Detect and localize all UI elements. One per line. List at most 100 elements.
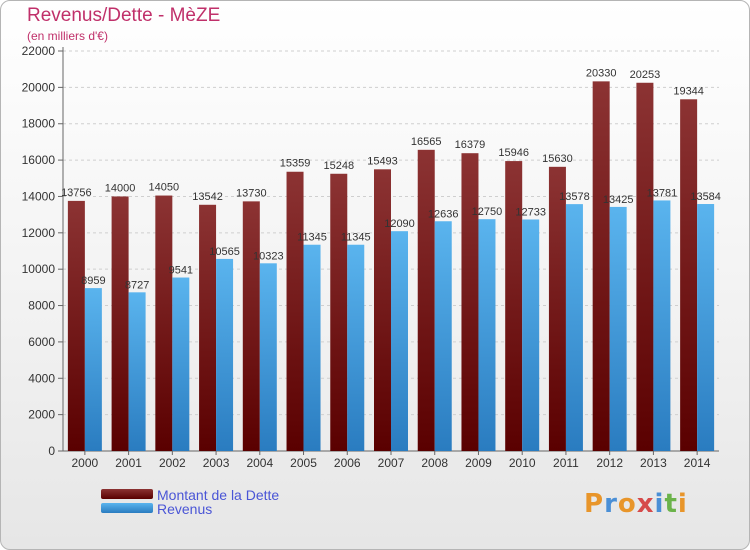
data-label-revenus: 8959 (81, 275, 105, 287)
legend-label-debt: Montant de la Dette (157, 487, 280, 503)
data-label-revenus: 9541 (169, 265, 193, 277)
proxiti-logo: Proxiti (584, 489, 688, 519)
bar-dette (417, 149, 435, 451)
x-tick-label: 2010 (509, 456, 536, 470)
x-tick-label: 2002 (159, 456, 186, 470)
bar-revenus (609, 206, 627, 451)
data-label-dette: 14050 (149, 182, 180, 194)
x-tick-label: 2012 (596, 456, 623, 470)
data-label-dette: 20253 (630, 69, 661, 81)
data-label-dette: 15946 (498, 147, 529, 159)
data-label-dette: 19344 (673, 85, 704, 97)
data-label-revenus: 13584 (690, 191, 721, 203)
bar-revenus (697, 204, 715, 451)
y-tick-label: 0 (48, 444, 55, 458)
bar-revenus (478, 219, 496, 451)
x-tick-label: 2005 (290, 456, 317, 470)
data-label-revenus: 12733 (515, 206, 546, 218)
bar-dette (67, 200, 85, 451)
data-label-revenus: 8727 (125, 279, 149, 291)
x-tick-label: 2014 (684, 456, 711, 470)
data-label-dette: 15359 (280, 158, 311, 170)
logo-letter: x (636, 489, 655, 519)
data-label-dette: 15493 (367, 155, 398, 167)
bar-revenus (347, 244, 365, 451)
data-label-revenus: 12090 (384, 218, 415, 230)
bars (67, 81, 715, 452)
bar-revenus (653, 200, 671, 451)
chart-subtitle: (en milliers d'€) (27, 29, 108, 43)
y-tick-label: 2000 (28, 408, 55, 422)
data-label-dette: 13542 (192, 191, 223, 203)
legend-swatch-revenue (101, 503, 153, 513)
x-tick-label: 2007 (378, 456, 405, 470)
bar-revenus (172, 277, 190, 451)
data-label-dette: 15630 (542, 153, 573, 165)
x-tick-label: 2009 (465, 456, 492, 470)
logo-letter: r (604, 489, 618, 519)
bar-dette (199, 204, 217, 451)
y-tick-label: 8000 (28, 299, 55, 313)
data-label-revenus: 11345 (341, 232, 371, 244)
bar-dette (330, 173, 348, 451)
data-label-dette: 20330 (586, 67, 617, 79)
bar-revenus (522, 219, 540, 451)
x-tick-label: 2003 (203, 456, 230, 470)
y-tick-label: 18000 (22, 117, 56, 131)
bar-revenus (434, 221, 452, 451)
data-labels: 13756 8959 14000 8727 14050 9541 13542 10565 137… (61, 67, 721, 291)
data-label-dette: 14000 (105, 182, 136, 194)
data-label-revenus: 13425 (603, 194, 634, 206)
legend-swatch-debt (101, 489, 153, 499)
bar-dette (548, 166, 566, 451)
data-label-dette: 15248 (323, 160, 354, 172)
x-tick-label: 2001 (115, 456, 142, 470)
axes: 0 2000 4000 6000 8000 10000 12000 14000 16000 180… (22, 44, 719, 470)
x-tick-label: 2011 (553, 456, 579, 470)
y-tick-label: 4000 (28, 371, 55, 385)
legend-label-revenue: Revenus (157, 501, 213, 517)
data-label-revenus: 12636 (428, 208, 459, 220)
logo-letter: i (677, 489, 688, 519)
x-tick-label: 2000 (72, 456, 99, 470)
data-label-revenus: 11345 (297, 232, 327, 244)
bar-revenus (565, 204, 583, 451)
x-tick-label: 2006 (334, 456, 361, 470)
y-tick-label: 14000 (22, 189, 56, 203)
data-label-revenus: 13781 (647, 187, 678, 199)
bar-dette (461, 153, 479, 451)
y-tick-label: 16000 (22, 153, 56, 167)
bar-revenus (216, 258, 234, 451)
y-tick-label: 10000 (22, 262, 56, 276)
bar-dette (374, 169, 391, 452)
bar-revenus (303, 244, 321, 451)
y-tick-label: 22000 (22, 44, 56, 58)
y-tick-label: 12000 (22, 226, 56, 240)
data-label-dette: 13756 (61, 187, 92, 199)
data-label-revenus: 10323 (253, 250, 284, 262)
data-label-revenus: 13578 (559, 191, 590, 203)
y-tick-label: 20000 (22, 80, 56, 94)
logo-letter: o (617, 489, 637, 519)
data-label-dette: 16379 (455, 139, 486, 151)
data-label-revenus: 12750 (472, 206, 503, 218)
bar-revenus (128, 292, 146, 451)
bar-revenus (391, 231, 408, 451)
bar-dette (505, 161, 523, 451)
data-label-dette: 16565 (411, 136, 442, 148)
x-tick-label: 2008 (421, 456, 448, 470)
bar-dette (242, 201, 260, 451)
y-tick-label: 6000 (28, 335, 55, 349)
bar-dette (111, 196, 129, 451)
x-tick-label: 2013 (640, 456, 667, 470)
bar-dette (592, 81, 610, 451)
data-label-revenus: 10565 (209, 246, 240, 258)
bar-dette (680, 99, 698, 452)
bar-dette (286, 171, 304, 451)
data-label-dette: 13730 (236, 187, 267, 199)
bar-revenus (259, 263, 277, 451)
logo-letter: i (654, 489, 665, 519)
bar-revenus (84, 288, 102, 451)
